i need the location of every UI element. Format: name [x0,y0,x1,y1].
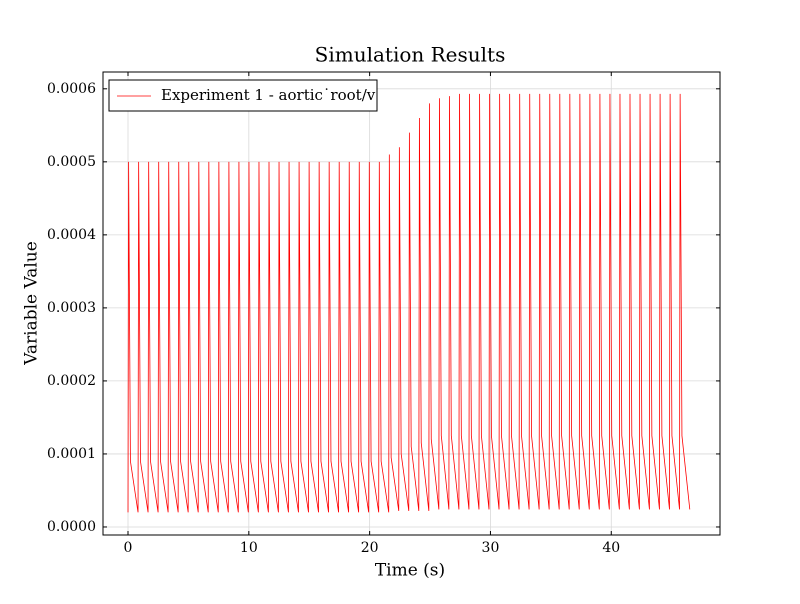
data-line [127,93,691,513]
plot-frame [102,71,721,536]
x-axis-label: Time (s) [375,561,445,581]
legend-label: Experiment 1 - aortic˙root/v [161,86,376,104]
y-tick-label: 0.0003 [47,300,96,316]
y-tick-label: 0.0004 [47,227,96,243]
x-tick-label: 10 [240,540,258,556]
y-tick-label: 0.0006 [47,81,96,97]
y-axis-label: Variable Value [22,241,42,366]
y-tick-label: 0.0001 [47,446,96,462]
chart-title: Simulation Results [315,43,506,67]
y-tick-label: 0.0002 [47,373,96,389]
x-tick-label: 0 [124,540,133,556]
y-tick-label: 0.0000 [47,519,96,535]
x-tick-label: 20 [361,540,379,556]
x-tick-label: 40 [602,540,620,556]
y-tick-label: 0.0005 [47,154,96,170]
x-tick-label: 30 [482,540,500,556]
legend-box [108,79,378,112]
